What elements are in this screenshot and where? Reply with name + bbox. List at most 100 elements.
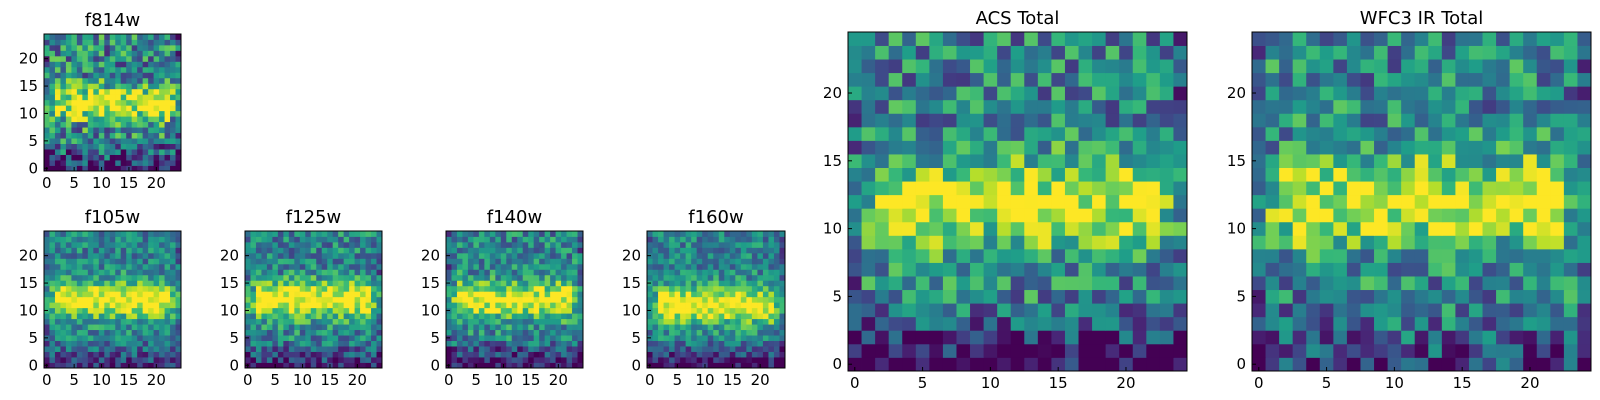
heatmap-cell xyxy=(685,247,692,254)
heatmap-cell xyxy=(861,86,876,101)
heatmap-cell xyxy=(685,274,692,281)
heatmap-cell xyxy=(658,313,664,320)
heatmap-cell xyxy=(60,274,67,281)
heatmap-cell xyxy=(148,274,154,281)
heatmap-cell xyxy=(1092,32,1107,46)
heatmap-cell xyxy=(1319,235,1334,250)
heatmap-cell xyxy=(142,291,149,298)
heatmap-cell xyxy=(104,335,111,341)
heatmap-cell xyxy=(674,329,681,336)
heatmap-cell xyxy=(1279,208,1294,223)
heatmap-cell xyxy=(360,296,366,303)
heatmap-cell xyxy=(148,362,154,369)
heatmap-cell xyxy=(517,351,524,358)
heatmap-cell xyxy=(153,94,160,101)
y-tick-label: 20 xyxy=(622,247,641,265)
heatmap-cell xyxy=(170,99,176,106)
heatmap-cell xyxy=(115,116,122,123)
heatmap-cell xyxy=(142,44,149,51)
heatmap-cell xyxy=(577,346,584,352)
x-tick-label: 15 xyxy=(119,174,138,192)
heatmap-cell xyxy=(680,340,687,347)
heatmap-cell xyxy=(696,280,703,287)
heatmap-cell xyxy=(451,340,458,347)
heatmap-cell xyxy=(1523,167,1538,182)
heatmap-cell xyxy=(746,285,753,292)
heatmap-cell xyxy=(467,307,474,314)
panel-title: f125w xyxy=(286,207,341,228)
heatmap-cell xyxy=(1146,330,1161,345)
heatmap-cell xyxy=(255,329,262,336)
heatmap-cell xyxy=(44,291,50,298)
heatmap-cell xyxy=(365,296,372,303)
heatmap-cell xyxy=(104,324,111,331)
heatmap-cell xyxy=(647,274,653,281)
heatmap-cell xyxy=(757,291,764,298)
heatmap-cell xyxy=(283,307,290,314)
heatmap-cell xyxy=(861,303,876,318)
heatmap-cell xyxy=(473,313,480,320)
heatmap-cell xyxy=(1550,194,1565,209)
heatmap-cell xyxy=(109,263,116,270)
heatmap-cell xyxy=(757,231,764,237)
heatmap-cell xyxy=(495,280,502,287)
heatmap-cell xyxy=(942,140,957,155)
heatmap-cell xyxy=(1550,126,1565,141)
heatmap-cell xyxy=(735,313,742,320)
heatmap-cell xyxy=(652,247,659,254)
heatmap-cell xyxy=(550,346,556,352)
heatmap-cell xyxy=(1550,59,1565,74)
heatmap-cell xyxy=(1252,167,1266,182)
heatmap-cell xyxy=(663,329,670,336)
heatmap-cell xyxy=(1037,99,1052,114)
heatmap-cell xyxy=(555,285,562,292)
heatmap-cell xyxy=(1468,194,1483,209)
heatmap-cell xyxy=(1346,99,1361,114)
heatmap-cell xyxy=(674,340,681,347)
heatmap-cell xyxy=(713,329,720,336)
heatmap-cell xyxy=(93,143,100,150)
heatmap-cell xyxy=(1523,113,1538,128)
heatmap-cell xyxy=(446,340,452,347)
heatmap-cell xyxy=(484,351,491,358)
heatmap-cell xyxy=(779,263,786,270)
heatmap-cell xyxy=(349,318,355,325)
heatmap-cell xyxy=(915,99,930,114)
heatmap-cell xyxy=(272,313,279,320)
heatmap-cell xyxy=(779,329,786,336)
heatmap-cell xyxy=(175,50,182,57)
heatmap-cell xyxy=(137,105,144,112)
heatmap-cell xyxy=(299,313,306,320)
heatmap-cell xyxy=(1482,140,1497,155)
heatmap-cell xyxy=(762,285,769,292)
heatmap-cell xyxy=(109,247,116,254)
heatmap-cell xyxy=(93,138,100,144)
heatmap-cell xyxy=(98,241,105,248)
heatmap-cell xyxy=(1132,154,1147,168)
heatmap-cell xyxy=(98,274,105,281)
heatmap-cell xyxy=(544,340,551,347)
heatmap-cell xyxy=(1119,45,1134,60)
heatmap-cell xyxy=(1279,330,1294,345)
heatmap-cell xyxy=(773,346,780,352)
x-tick-label: 10 xyxy=(981,374,1000,392)
heatmap-cell xyxy=(1037,154,1052,168)
heatmap-cell xyxy=(164,291,171,298)
heatmap-cell xyxy=(54,61,61,68)
heatmap-cell xyxy=(250,269,257,276)
heatmap-cell xyxy=(1078,221,1093,236)
heatmap-cell xyxy=(327,318,334,325)
heatmap-cell xyxy=(294,236,301,243)
heatmap-cell xyxy=(707,335,714,341)
heatmap-cell xyxy=(942,45,957,60)
heatmap-cell xyxy=(652,269,659,276)
heatmap-cell xyxy=(1010,248,1025,263)
heatmap-cell xyxy=(561,318,567,325)
heatmap-cell xyxy=(321,351,328,358)
heatmap-cell xyxy=(1105,113,1120,128)
heatmap-cell xyxy=(1010,262,1025,277)
heatmap-cell xyxy=(484,357,491,363)
heatmap-cell xyxy=(115,110,122,117)
heatmap-cell xyxy=(175,132,182,139)
heatmap-cell xyxy=(82,351,89,358)
